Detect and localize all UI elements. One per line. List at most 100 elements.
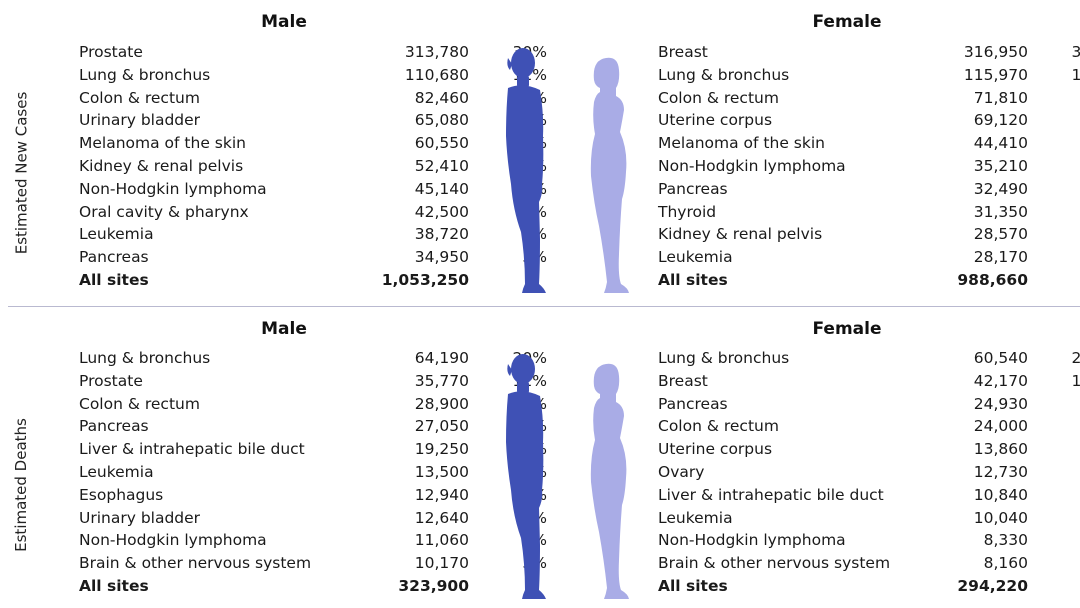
case-count: 12,940 [414,485,469,504]
deaths-female-header: Female [812,319,882,339]
table-row: Lung & bronchus 60,540 21% [658,347,1080,370]
deaths-female-table: Lung & bronchus 60,540 21% Breast 42,170 14% P… [658,347,1080,598]
percentage: 32% [1071,43,1080,61]
total-row: All sites 323,900 [79,575,474,598]
site-label: Lung & bronchus [658,349,790,367]
site-label: Oral cavity & pharynx [79,202,249,221]
new-cases-female-header: Female [812,12,882,32]
table-row: Breast 42,170 14% [658,370,1080,393]
site-label: Kidney & renal pelvis [79,156,244,175]
case-count: 24,000 [973,417,1028,436]
new-cases-section-label: Estimated New Cases [12,91,30,254]
case-count: 42,500 [414,202,469,221]
site-label: Lung & bronchus [658,65,790,84]
new-cases-male-header: Male [261,12,307,32]
percentage: 5% [1038,438,1080,461]
case-count: 110,680 [404,65,469,84]
site-label: Urinary bladder [79,111,201,130]
percentage: 4% [1038,461,1080,484]
total-label: All sites [79,576,149,595]
site-label: Urinary bladder [79,508,201,527]
case-count: 27,050 [414,417,469,436]
table-row: Breast 316,950 32% [658,41,1080,64]
site-label: Leukemia [79,462,154,481]
site-label: Pancreas [79,248,149,267]
site-label: Liver & intrahepatic bile duct [658,485,884,504]
percentage: 3% [1038,552,1080,575]
site-label: Uterine corpus [658,111,773,130]
site-label: Pancreas [658,394,728,413]
case-count: 82,460 [414,88,469,107]
case-count: 10,040 [973,508,1028,527]
percentage: 14% [1071,371,1080,390]
deaths-male-header: Male [261,319,307,339]
site-label: Breast [658,371,708,390]
case-count: 12,730 [973,462,1028,481]
male-silhouette-icon [506,354,546,599]
site-label: Ovary [658,462,705,481]
new-cases-female-table: Breast 316,950 32% Lung & bronchus 115,970 12… [658,41,1080,292]
case-count: 45,140 [414,179,469,198]
case-count: 65,080 [414,111,469,130]
total-label: All sites [658,576,728,595]
case-count: 35,770 [414,371,469,390]
case-count: 316,950 [963,43,1028,61]
female-silhouette-shape [590,57,629,293]
case-count: 10,840 [973,485,1028,504]
new-cases-panel: Estimated New Cases Male Female Prostate… [0,0,1080,303]
site-label: Brain & other nervous system [79,554,312,573]
total-label: All sites [658,270,728,289]
site-label: Thyroid [658,202,717,221]
site-label: Non-Hodgkin lymphoma [79,179,267,198]
total-row: All sites 988,660 [658,269,1053,292]
deaths-male-table: Lung & bronchus64,19020%Prostate35,77011… [79,347,547,598]
case-count: 13,500 [414,462,469,481]
percentage: 4% [1038,484,1080,507]
case-count: 34,950 [414,248,469,267]
total-count: 988,660 [957,270,1028,289]
case-count: 71,810 [973,88,1028,107]
case-count: 313,780 [404,43,469,61]
case-count: 12,640 [414,508,469,527]
female-silhouette-icon [590,363,629,599]
case-count: 19,250 [414,440,469,459]
case-count: 13,860 [973,440,1028,459]
site-label: Melanoma of the skin [79,134,246,153]
percentage: 8% [1038,415,1080,438]
case-count: 44,410 [973,134,1028,153]
site-label: Melanoma of the skin [658,134,825,153]
case-count: 28,900 [414,394,469,413]
case-count: 32,490 [973,179,1028,198]
case-count: 11,060 [414,531,469,550]
percentage: 12% [1071,65,1080,84]
percentage: 4% [1038,155,1080,178]
table-row: Lung & bronchus 115,970 12% [658,64,1080,87]
percentage: 8% [1038,393,1080,416]
case-count: 42,170 [973,371,1028,390]
site-label: Liver & intrahepatic bile duct [79,440,305,459]
case-count: 52,410 [414,156,469,175]
percentage: 21% [1071,349,1080,367]
site-label: Colon & rectum [79,394,200,413]
male-silhouette-shape [506,354,546,599]
